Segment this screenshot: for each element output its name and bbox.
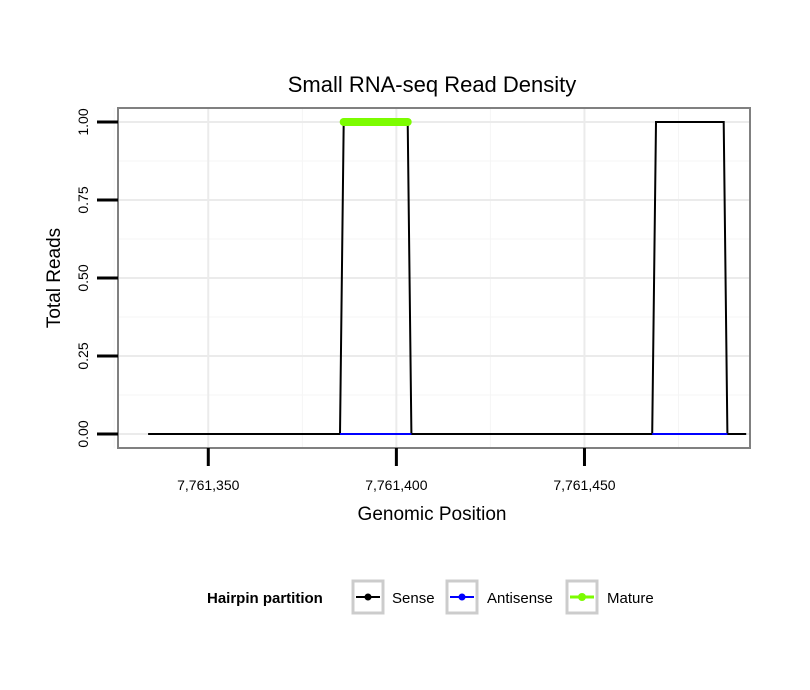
- series-sense-0: [148, 121, 747, 435]
- series-layer: [148, 118, 747, 435]
- legend-point-antisense: [458, 593, 466, 601]
- x-tick-label: 7,761,450: [553, 477, 615, 493]
- y-tick-label: 1.00: [75, 108, 91, 135]
- legend-item-mature: Mature: [565, 579, 654, 615]
- legend-label-mature: Mature: [607, 590, 654, 607]
- legend-point-sense: [364, 593, 372, 601]
- y-tick-label: 0.75: [75, 186, 91, 213]
- chart-title: Small RNA-seq Read Density: [288, 72, 577, 97]
- x-tick-label: 7,761,400: [365, 477, 427, 493]
- y-axis-title: Total Reads: [44, 228, 65, 328]
- legend-label-antisense: Antisense: [487, 590, 553, 607]
- legend-title: Hairpin partition: [207, 590, 323, 607]
- legend: Hairpin partition Sense Antisense Mature: [207, 579, 654, 615]
- legend-item-antisense: Antisense: [445, 579, 553, 615]
- legend-label-sense: Sense: [392, 590, 435, 607]
- legend-item-sense: Sense: [351, 579, 435, 615]
- x-tick-label: 7,761,350: [177, 477, 239, 493]
- x-axis: 7,761,350 7,761,400 7,761,450: [177, 448, 616, 493]
- x-axis-title: Genomic Position: [358, 504, 507, 525]
- legend-point-mature: [578, 593, 586, 601]
- y-tick-label: 0.25: [75, 342, 91, 369]
- y-tick-label: 0.00: [75, 420, 91, 447]
- y-tick-label: 0.50: [75, 264, 91, 291]
- y-axis: 0.00 0.25 0.50 0.75 1.00: [75, 108, 118, 448]
